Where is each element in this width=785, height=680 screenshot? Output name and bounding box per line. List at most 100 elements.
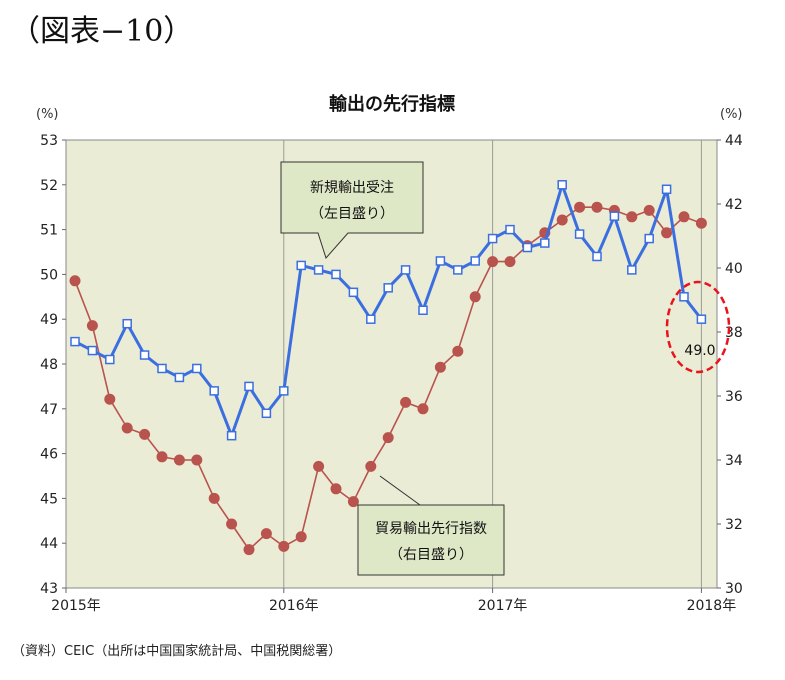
left-tick-label: 46 [40,447,58,463]
data-point [487,233,498,244]
x-tick-label: 2018年 [687,598,737,614]
data-point [365,460,377,472]
data-point [417,403,429,415]
data-point [366,314,376,324]
data-point [556,214,568,226]
data-point [105,354,115,365]
data-point [453,265,463,275]
data-point [452,345,464,357]
source-note: （資料）CEIC（出所は中国国家統計局、中国税関総署） [12,644,342,659]
x-tick-label: 2015年 [51,598,101,614]
data-point [540,238,550,248]
right-axis-unit: (%) [720,107,743,122]
data-point [470,256,480,266]
data-point [121,422,133,434]
data-point [574,229,585,239]
data-point [505,224,515,235]
data-point [504,256,516,268]
data-point [626,211,638,223]
series-trade-index [69,201,707,556]
x-tick-label: 2017年 [478,598,528,614]
right-tick-label: 36 [725,389,743,405]
callout-new-orders-name: 新規輸出受注 [310,180,394,196]
data-point [69,275,81,287]
data-point [156,451,168,463]
left-tick-label: 48 [40,357,58,373]
x-tick-label: 2016年 [269,598,319,614]
data-point [261,408,272,419]
data-point [696,314,707,324]
data-point [418,305,428,315]
data-point [296,260,306,271]
data-point [70,336,80,347]
data-point [331,269,341,280]
data-point [313,265,324,275]
right-tick-label: 32 [725,517,743,533]
data-point [574,201,586,213]
data-point [86,320,98,332]
data-point [348,287,359,298]
data-point [400,396,412,408]
left-tick-label: 50 [40,267,58,283]
left-tick-label: 51 [40,223,58,239]
right-tick-label: 44 [725,133,743,149]
series-new-export-orders [70,179,707,441]
data-point [557,180,567,190]
data-point [226,518,238,530]
data-point [104,393,116,405]
right-tick-label: 42 [725,197,743,213]
callout-new-orders-axis: （左目盛り） [310,206,394,222]
data-point [278,540,290,552]
left-tick-label: 52 [40,178,58,194]
data-point [139,428,151,440]
data-point [139,350,150,360]
data-point [487,256,499,268]
data-point [382,432,394,444]
x-axis: 2015年 2016年 2017年 2018年 [51,588,736,614]
data-point [87,345,98,356]
right-tick-label: 30 [725,581,743,597]
figure-label: （図表−10） [10,14,194,49]
data-point [592,251,602,262]
chart-title: 輸出の先行指標 [329,93,455,115]
data-point [313,460,325,472]
data-point [627,265,637,275]
data-point [469,291,481,303]
latest-value-highlight [665,280,731,374]
left-tick-label: 53 [40,133,58,149]
data-point [191,454,203,466]
callout-new-orders: 新規輸出受注 （左目盛り） [280,161,424,259]
data-point [678,211,690,223]
data-point [347,496,359,508]
data-point [679,292,689,302]
data-point [174,372,185,383]
data-point [643,204,655,216]
left-tick-label: 45 [40,491,58,507]
data-point [434,361,446,373]
data-point [661,184,672,195]
callout-trade-index: 貿易輸出先行指数 （右目盛り） [357,475,505,576]
data-point [243,544,255,556]
left-tick-label: 49 [40,312,58,328]
left-tick-label: 44 [40,536,58,552]
callout-trade-index-box [357,504,505,576]
data-point [609,211,620,221]
data-point [522,242,533,253]
data-point [383,283,393,293]
data-point [157,363,167,374]
callout-trade-index-axis: （右目盛り） [389,547,473,563]
data-point [661,227,673,239]
latest-value-label: 49.0 [684,343,715,359]
data-point [209,386,219,396]
data-point [644,233,654,244]
data-point [279,386,289,396]
data-point [435,256,446,266]
left-axis-unit: (%) [36,107,59,122]
callout-trade-index-name: 貿易輸出先行指数 [375,521,487,537]
data-point [192,363,202,374]
callout-new-orders-box [280,161,424,259]
left-axis: 43 44 45 46 47 48 49 50 51 52 53 [40,133,66,597]
data-point [244,381,254,392]
right-tick-label: 34 [725,453,743,469]
data-point [330,483,342,495]
